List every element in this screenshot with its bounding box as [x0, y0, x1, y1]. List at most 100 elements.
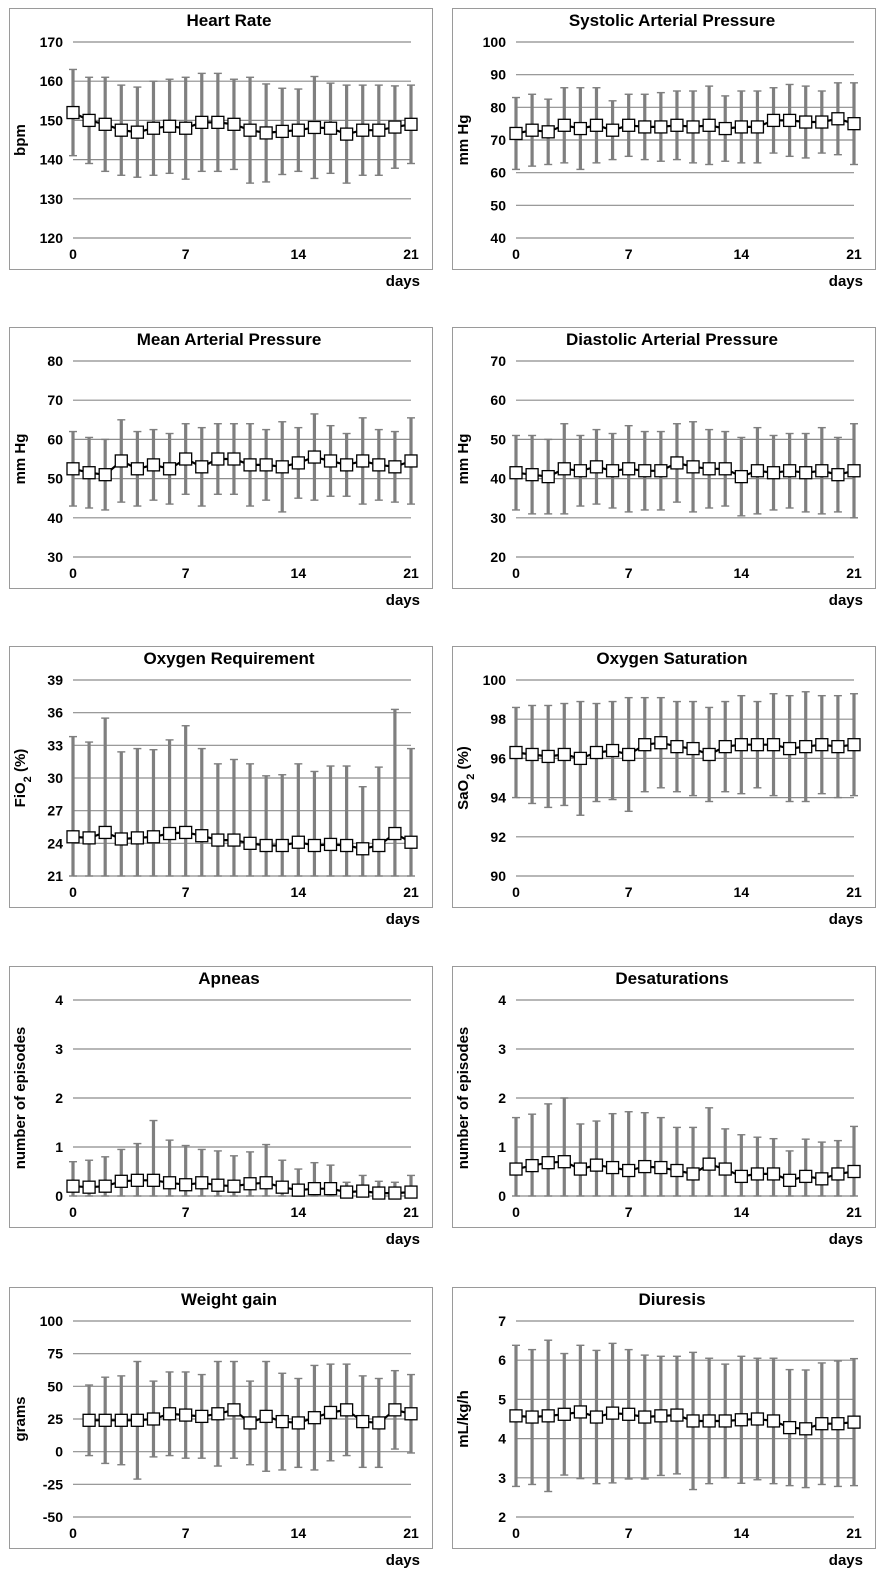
data-point [243, 836, 257, 850]
data-point [227, 1179, 241, 1193]
y-tick-label: 2 [498, 1090, 506, 1106]
x-tick-label: 21 [403, 565, 419, 581]
x-tick-label: 0 [512, 884, 520, 900]
data-point [670, 456, 684, 470]
x-tick-label: 0 [512, 1525, 520, 1541]
mean-line [515, 1160, 855, 1182]
data-point [718, 1162, 732, 1176]
y-tick-label: 5 [498, 1391, 506, 1407]
data-point [799, 1422, 813, 1436]
data-point [766, 1167, 781, 1181]
diastolic-arterial-pressure-chart: Diastolic Arterial Pressure 20 30 40 50 60 70 0… [452, 323, 876, 618]
y-axis-label: number of episodes [455, 1027, 472, 1170]
data-point [243, 123, 257, 137]
y-tick-label: 50 [490, 197, 506, 213]
y-tick-label: 7 [498, 1313, 506, 1329]
data-point [130, 831, 145, 845]
data-point [388, 1186, 402, 1200]
data-point [686, 1414, 700, 1428]
x-tick-label: 7 [182, 884, 190, 900]
y-tick-label: 60 [490, 165, 506, 181]
y-tick-label: 50 [47, 471, 63, 487]
data-point [831, 1167, 845, 1181]
mean-line [72, 1179, 412, 1195]
y-tick-label: 4 [498, 992, 506, 1008]
y-tick-label: 1 [498, 1139, 506, 1155]
data-point [670, 739, 684, 754]
data-point [162, 462, 177, 476]
y-tick-label: 70 [490, 132, 506, 148]
x-tick-label: 0 [512, 1204, 520, 1220]
data-point [638, 464, 652, 478]
data-point [82, 466, 96, 480]
y-tick-label: 90 [490, 67, 506, 83]
x-tick-label: 21 [403, 884, 419, 900]
data-point [686, 741, 700, 756]
y-tick-label: 33 [47, 737, 63, 753]
data-point [782, 1420, 797, 1435]
data-point [670, 118, 684, 132]
data-point [259, 458, 273, 472]
data-point [557, 1155, 571, 1169]
x-tick-label: 0 [69, 884, 77, 900]
data-point [356, 454, 370, 468]
y-tick-label: 3 [498, 1470, 506, 1486]
x-tick-label: 0 [512, 246, 520, 262]
x-tick-label: 0 [69, 1525, 77, 1541]
data-point [179, 121, 193, 135]
x-tick-label: 0 [512, 565, 520, 581]
data-point [66, 830, 80, 844]
y-tick-label: 140 [40, 152, 64, 168]
y-tick-label: 80 [47, 353, 63, 369]
data-point [356, 1184, 370, 1198]
data-point [372, 838, 386, 853]
y-axis-label: mm Hg [12, 434, 29, 485]
data-point [146, 458, 161, 472]
data-point [509, 1162, 523, 1176]
data-point [589, 1410, 604, 1424]
y-tick-label: 100 [483, 34, 507, 50]
data-point [227, 117, 241, 131]
data-point [815, 738, 829, 752]
data-point [179, 1178, 193, 1192]
data-point [557, 1407, 571, 1421]
data-point [831, 468, 845, 482]
data-point [130, 1413, 145, 1427]
chart-title: Apneas [198, 969, 259, 988]
y-tick-label: 70 [47, 392, 63, 408]
data-point [195, 1409, 209, 1424]
x-tick-label: 21 [846, 1525, 862, 1541]
data-point [766, 738, 781, 752]
data-point [227, 452, 241, 466]
data-point [243, 1177, 257, 1191]
x-tick-label: 14 [291, 565, 307, 581]
data-point [82, 831, 96, 845]
y-tick-label: 100 [40, 1313, 64, 1329]
y-tick-label: 40 [47, 510, 63, 526]
y-tick-label: 6 [498, 1352, 506, 1368]
data-point [589, 460, 604, 474]
y-tick-label: 4 [55, 992, 63, 1008]
data-point [356, 123, 370, 137]
data-point [557, 747, 571, 762]
data-point [509, 1409, 523, 1423]
data-point [815, 464, 829, 478]
data-point [573, 1162, 588, 1176]
x-axis-label: days [386, 911, 420, 928]
data-point [654, 120, 668, 134]
data-point [130, 462, 145, 476]
y-axis-label: number of episodes [12, 1027, 29, 1170]
data-point [291, 835, 305, 849]
data-point [734, 738, 748, 752]
y-axis-label: bpm [12, 124, 29, 156]
x-tick-label: 21 [403, 246, 419, 262]
data-point [82, 1413, 96, 1427]
y-tick-label: 170 [40, 34, 64, 50]
weight-gain-chart: Weight gain -50 -25 0 25 50 75 100 0 7 14 21 days gra… [9, 1283, 433, 1578]
data-point [195, 1176, 209, 1190]
data-point [605, 1160, 620, 1175]
x-tick-label: 14 [291, 1204, 307, 1220]
data-point [356, 1414, 370, 1429]
data-point [98, 825, 112, 840]
chart-title: Desaturations [615, 969, 728, 988]
